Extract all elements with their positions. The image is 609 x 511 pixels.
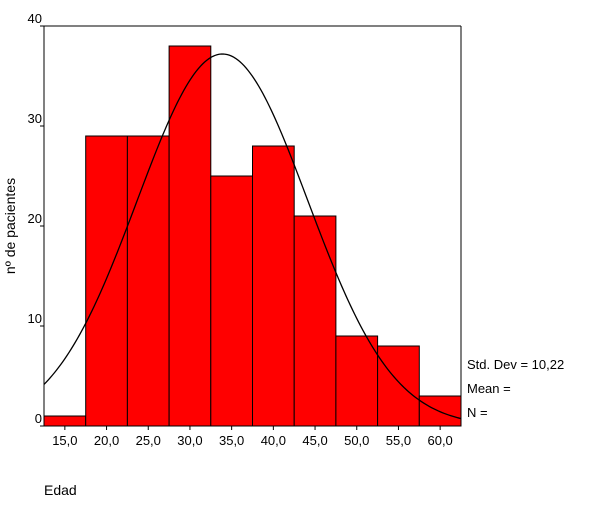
x-tick-label: 60,0 — [427, 433, 452, 448]
stats-std-dev: Std. Dev = 10,22 — [467, 357, 564, 372]
histogram-bar — [43, 415, 87, 427]
y-tick-label: 30 — [28, 111, 42, 126]
histogram-bar — [418, 395, 462, 427]
histogram-bar — [335, 335, 379, 427]
y-tick-label: 0 — [35, 411, 42, 426]
x-tick-label: 35,0 — [219, 433, 244, 448]
histogram-bar — [293, 215, 337, 427]
histogram-bar — [252, 145, 295, 427]
y-tick-label: 10 — [28, 311, 42, 326]
histogram-bar — [210, 175, 254, 427]
x-tick-label: 50,0 — [344, 433, 369, 448]
x-tick-label: 55,0 — [386, 433, 411, 448]
x-axis-title: Edad — [44, 482, 77, 498]
x-tick-label: 30,0 — [177, 433, 202, 448]
x-tick-label: 45,0 — [302, 433, 327, 448]
stats-mean: Mean = — [467, 381, 511, 396]
histogram-bar — [168, 45, 212, 427]
x-tick-label: 20,0 — [94, 433, 119, 448]
histogram-bar — [126, 135, 170, 427]
x-tick-label: 25,0 — [136, 433, 161, 448]
normal-curve — [43, 53, 462, 420]
x-tick-label: 40,0 — [261, 433, 286, 448]
y-axis-ticks: 0 10 20 30 40 — [28, 11, 44, 427]
y-tick-label: 20 — [28, 211, 42, 226]
bars-group — [43, 45, 462, 427]
histogram-bar — [377, 345, 420, 427]
y-axis-title: nº de pacientes — [2, 178, 18, 274]
y-tick-label: 40 — [28, 11, 42, 26]
x-tick-label: 15,0 — [52, 433, 77, 448]
stats-n: N = — [467, 405, 488, 420]
x-axis-ticks: 15,0 20,0 25,0 30,0 35,0 40,0 45,0 50,0 55,0 60,0 — [52, 426, 453, 448]
histogram-bar — [85, 135, 128, 427]
